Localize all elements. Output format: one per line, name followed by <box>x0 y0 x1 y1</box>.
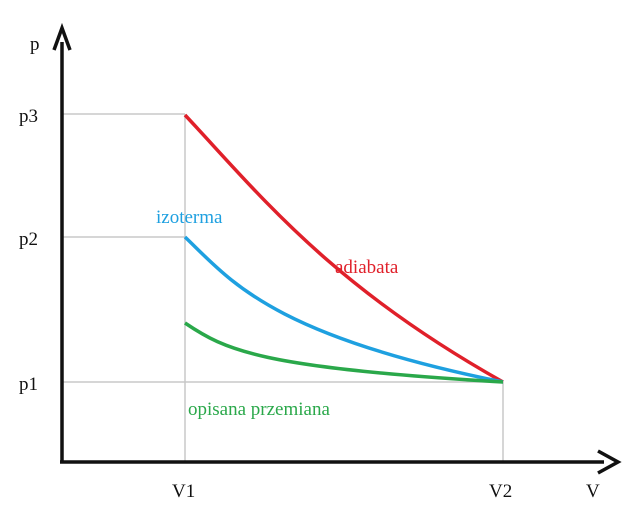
y-axis-arrowhead <box>52 22 72 51</box>
x-tick-v1: V1 <box>172 481 195 502</box>
y-tick-p2: p2 <box>19 229 38 250</box>
curve-opisana-przemiana <box>184 321 504 384</box>
curve-label-izoterma: izoterma <box>156 207 223 228</box>
curve-adiabata <box>183 113 504 384</box>
y-tick-p1: p1 <box>19 374 38 395</box>
x-axis-arrowhead <box>597 449 622 475</box>
x-tick-v2: V2 <box>489 481 512 502</box>
curve-izoterma <box>183 235 504 384</box>
x-axis-label: V <box>586 481 600 502</box>
curve-label-adiabata: adiabata <box>335 257 399 278</box>
y-axis-label: p <box>30 34 40 55</box>
curve-label-opisana-przemiana: opisana przemiana <box>188 399 330 420</box>
y-tick-p3: p3 <box>19 106 38 127</box>
